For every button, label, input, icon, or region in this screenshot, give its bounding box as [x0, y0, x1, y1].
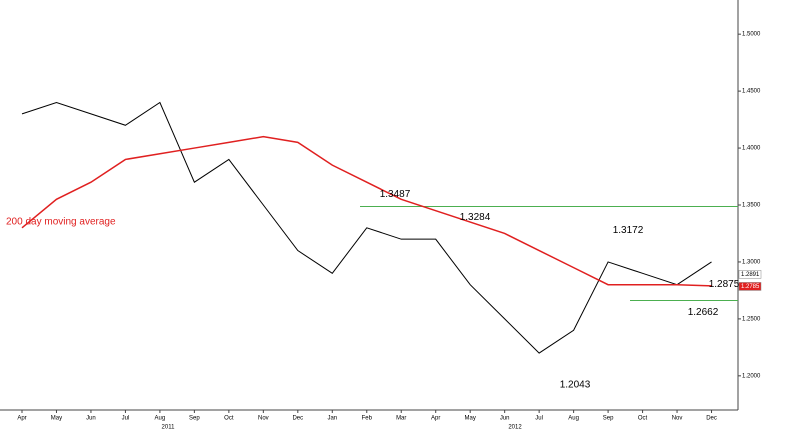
x-tick-label: Dec [292, 416, 303, 422]
x-tick-label: Jun [86, 416, 96, 422]
y-tick-label: 1.5000 [742, 32, 761, 38]
x-tick-label: May [465, 416, 476, 422]
year-label: 2012 [508, 425, 522, 431]
annotation: 1.3284 [460, 212, 491, 223]
x-tick-label: Sep [189, 416, 200, 422]
x-tick-label: Sep [603, 416, 614, 422]
y-tick-label: 1.4000 [742, 146, 761, 152]
y-tick-label: 1.3000 [742, 260, 761, 266]
year-label: 2011 [162, 425, 176, 431]
x-tick-label: Apr [17, 416, 26, 422]
x-tick-label: Nov [258, 416, 269, 422]
y-tick-label: 1.3500 [742, 203, 761, 209]
annotation: 1.2043 [560, 380, 591, 391]
x-tick-label: Mar [396, 416, 406, 422]
x-tick-label: Oct [224, 416, 234, 422]
last-label: 1.2785 [741, 284, 760, 290]
last-label: 1.2891 [741, 272, 760, 278]
y-tick-label: 1.4500 [742, 89, 761, 95]
x-tick-label: Jan [327, 416, 337, 422]
series-line [21, 101, 712, 354]
x-tick-label: Feb [362, 416, 373, 422]
x-tick-label: Aug [568, 416, 579, 422]
annotation: 1.2875 [709, 279, 740, 290]
x-tick-label: Jul [122, 416, 130, 422]
annotation: 1.2662 [688, 307, 719, 318]
x-tick-label: Oct [638, 416, 648, 422]
x-tick-label: Aug [155, 416, 166, 422]
x-tick-label: Jul [535, 416, 543, 422]
series-line [21, 135, 712, 287]
last-label-box [738, 282, 762, 291]
x-tick-label: Apr [431, 416, 440, 422]
y-tick-label: 1.2500 [742, 316, 761, 322]
annotation: 1.3172 [613, 225, 644, 236]
series-label: 200 day moving average [6, 216, 116, 227]
y-tick-label: 1.2000 [742, 373, 761, 379]
last-label-box [738, 270, 762, 279]
x-tick-label: Nov [672, 416, 683, 422]
x-tick-label: May [51, 416, 62, 422]
x-tick-label: Jun [500, 416, 510, 422]
x-tick-label: Dec [706, 416, 717, 422]
annotation: 1.3487 [380, 189, 411, 200]
